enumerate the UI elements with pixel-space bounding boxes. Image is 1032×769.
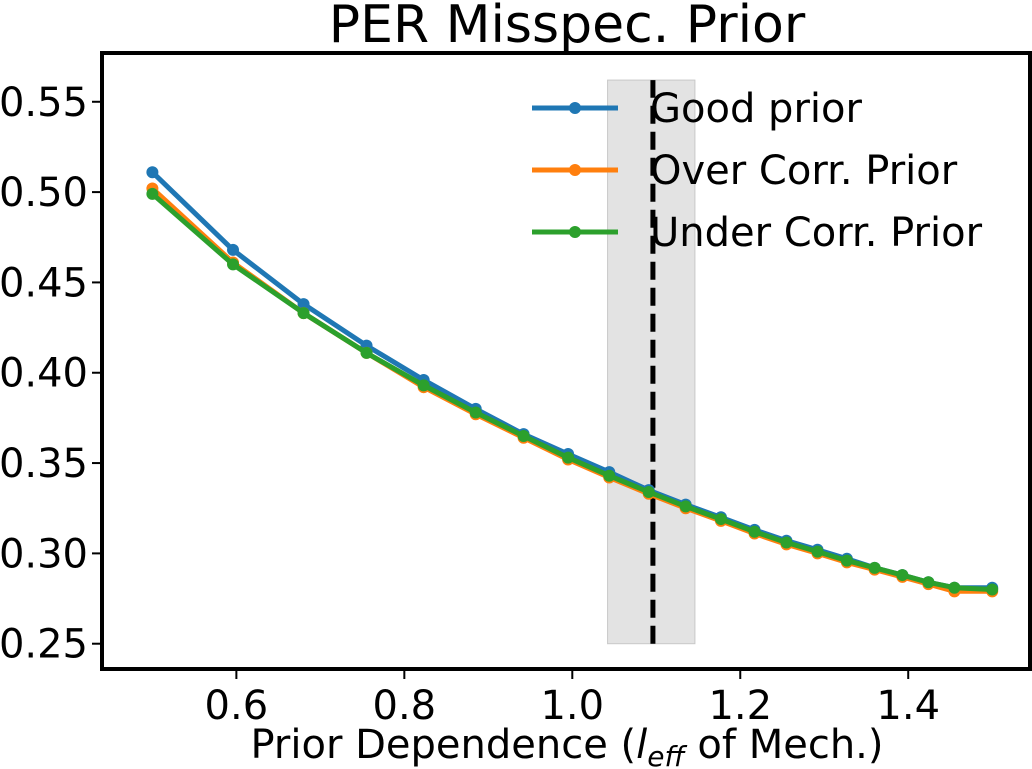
legend-label: Over Corr. Prior [650, 148, 958, 194]
data-point [417, 379, 430, 392]
data-point [714, 513, 727, 526]
x-tick-label: 1.4 [876, 683, 940, 729]
legend-swatch-marker [569, 226, 581, 238]
data-point [469, 406, 482, 419]
series-layer [146, 166, 999, 598]
data-point [922, 576, 935, 589]
legend: Good prior Over Corr. Prior Under Corr. Pr… [532, 86, 983, 256]
plot-frame [100, 51, 1032, 671]
data-point [562, 451, 575, 464]
legend-swatch-marker [569, 164, 581, 176]
data-point [986, 583, 999, 596]
data-point [146, 166, 159, 179]
y-tick-label: 0.40 [0, 351, 88, 397]
series-2 [146, 187, 999, 596]
y-tick-label: 0.35 [0, 441, 88, 487]
legend-item: Good prior [532, 86, 862, 132]
data-point [642, 485, 655, 498]
x-tick-label: 1.0 [540, 683, 604, 729]
data-point [603, 469, 616, 482]
y-tick-label: 0.50 [0, 170, 88, 216]
data-point [840, 554, 853, 567]
x-tick-label: 1.2 [708, 683, 772, 729]
y-tick-label: 0.25 [0, 622, 88, 668]
data-point [227, 258, 240, 271]
data-point [868, 561, 881, 574]
x-axis-label-suffix: of Mech.) [685, 722, 884, 768]
data-point [948, 581, 961, 594]
data-point [896, 569, 909, 582]
legend-item: Over Corr. Prior [532, 148, 958, 194]
x-tick-label: 0.6 [205, 683, 269, 729]
y-tick-label: 0.45 [0, 260, 88, 306]
data-point [297, 298, 310, 311]
legend-label: Good prior [650, 86, 862, 132]
data-point [517, 429, 530, 442]
x-axis-label-subscript: eff [647, 740, 687, 769]
y-tick-label: 0.30 [0, 531, 88, 577]
data-point [679, 500, 692, 513]
data-point [227, 243, 240, 256]
x-axis-label-symbol: l [636, 722, 647, 768]
data-point [780, 536, 793, 549]
data-point [297, 307, 310, 320]
legend-label: Under Corr. Prior [650, 210, 983, 256]
legend-swatch-marker [569, 102, 581, 114]
data-point [146, 187, 159, 200]
x-tick-label: 0.8 [373, 683, 437, 729]
data-point [811, 545, 824, 558]
x-axis-label: Prior Dependence (leff of Mech.) [251, 722, 884, 769]
y-tick-label: 0.55 [0, 80, 88, 126]
data-point [360, 346, 373, 359]
plot-area [146, 79, 999, 645]
data-point [748, 525, 761, 538]
x-axis-ticks: 0.6 0.8 1.0 1.2 1.4 [205, 669, 940, 729]
y-axis-ticks: 0.25 0.30 0.35 0.40 0.45 0.50 0.55 [0, 80, 102, 668]
x-axis-label-prefix: Prior Dependence ( [251, 722, 637, 768]
chart-title: PER Misspec. Prior [329, 0, 806, 55]
legend-item: Under Corr. Prior [532, 210, 983, 256]
